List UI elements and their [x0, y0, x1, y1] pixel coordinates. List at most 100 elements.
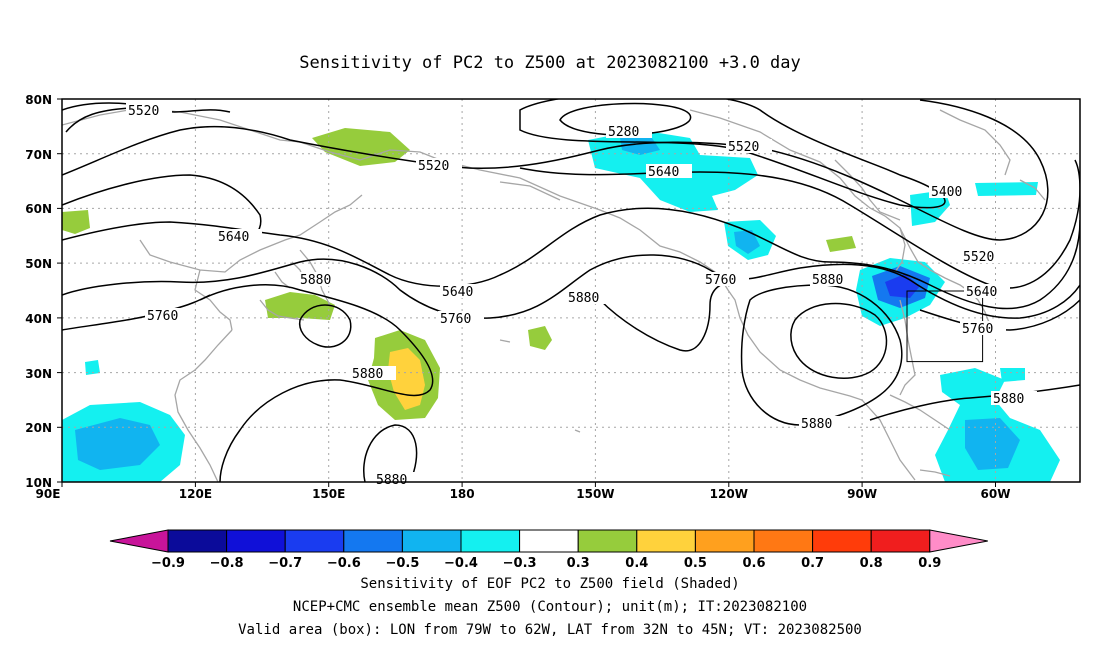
colorbar-swatch	[753, 529, 814, 553]
colorbar-label: −0.4	[444, 556, 478, 571]
contour-label: 5760	[147, 309, 178, 324]
contour-label: 5520	[728, 140, 759, 155]
contour-label: 5640	[648, 165, 679, 180]
lon-label: 90W	[847, 487, 877, 501]
colorbar-label: 0.4	[625, 556, 648, 571]
colorbar-label: 0.8	[860, 556, 883, 571]
lat-label: 10N	[25, 476, 52, 490]
map-grid	[62, 99, 1080, 482]
colorbar-label: 0.9	[918, 556, 941, 571]
lon-label: 60W	[981, 487, 1011, 501]
lat-label: 30N	[25, 367, 52, 381]
footer-line-1: Sensitivity of EOF PC2 to Z500 field (Sh…	[360, 576, 739, 592]
colorbar: −0.9 −0.8 −0.7 −0.6 −0.5 −0.4 −0.3 0.3 0.4 0.5 0.6…	[109, 529, 988, 571]
lon-label: 120W	[710, 487, 748, 501]
colorbar-label: −0.8	[210, 556, 244, 571]
contour-5880-loop	[298, 304, 352, 348]
contour-label: 5520	[963, 250, 994, 265]
colorbar-label: 0.5	[684, 556, 707, 571]
colorbar-swatch	[694, 529, 755, 553]
shade-neg-gulf-alaska-core	[620, 135, 660, 155]
colorbar-label: 0.7	[801, 556, 824, 571]
colorbar-label: 0.3	[567, 556, 590, 571]
lat-labels: 80N 70N 60N 50N 40N 30N 20N 10N	[25, 93, 52, 490]
coastlines	[62, 107, 1046, 482]
contour-label: 5760	[440, 312, 471, 327]
contour-label: 5880	[568, 291, 599, 306]
contour-label: 5640	[442, 285, 473, 300]
contour-label: 5880	[993, 392, 1024, 407]
sensitivity-shading	[62, 128, 1060, 482]
shade-neg-small	[85, 360, 100, 375]
shade-neg-atlantic-north	[975, 182, 1038, 196]
colorbar-label: 0.6	[742, 556, 765, 571]
shade-neg-atlantic-small	[1000, 368, 1025, 382]
colorbar-swatch	[343, 529, 403, 553]
contour-label: 5520	[418, 159, 449, 174]
colorbar-swatch	[636, 529, 696, 553]
colorbar-label: −0.5	[385, 556, 419, 571]
colorbar-high-triangle	[929, 529, 988, 553]
colorbar-swatch	[401, 529, 462, 553]
colorbar-label: −0.7	[268, 556, 302, 571]
contour-label: 5880	[376, 473, 407, 488]
contour-5520-arc	[65, 107, 131, 133]
shade-pos-japan	[265, 292, 335, 320]
colorbar-swatch	[812, 529, 872, 553]
lon-labels: 90E 120E 150E 180 150W 120W 90W 60W	[36, 487, 1011, 501]
contour-5880-pacific	[199, 284, 434, 482]
shade-pos-siberia	[62, 210, 90, 234]
lon-label: 120E	[179, 487, 212, 501]
contour-label: 5880	[812, 273, 843, 288]
contour-label: 5880	[352, 367, 383, 382]
lon-label: 150W	[576, 487, 614, 501]
shade-pos-central-pacific-core	[388, 348, 425, 410]
contour-label: 5280	[608, 125, 639, 140]
contour-label: 5400	[931, 185, 962, 200]
colorbar-swatch	[519, 529, 579, 553]
contour-5880-south	[363, 424, 418, 482]
lat-label: 60N	[25, 202, 52, 216]
contour-label: 5520	[128, 104, 159, 119]
colorbar-swatch	[870, 529, 931, 553]
footer-line-3: Valid area (box): LON from 79W to 62W, L…	[238, 622, 862, 638]
lon-label: 180	[450, 487, 475, 501]
contour-5760-atlantic	[919, 299, 1080, 331]
lat-label: 50N	[25, 257, 52, 271]
contour-label: 5760	[705, 273, 736, 288]
contour-5760-main	[62, 254, 1080, 319]
contour-labels: 5520 5520 5280 5520 5640 5400 5640 5880 …	[126, 103, 1037, 488]
footer: Sensitivity of EOF PC2 to Z500 field (Sh…	[238, 576, 862, 638]
colorbar-swatch	[460, 529, 521, 553]
contour-label: 5880	[801, 417, 832, 432]
lat-label: 20N	[25, 421, 52, 435]
colorbar-label: −0.6	[327, 556, 361, 571]
lat-label: 70N	[25, 148, 52, 162]
contour-5520-main	[62, 99, 1049, 241]
contour-5880-us-inner	[790, 302, 888, 379]
map-ticks	[57, 98, 996, 487]
contour-5880-atlantic	[869, 384, 1080, 421]
map-border	[61, 98, 1081, 483]
contour-5400	[519, 99, 946, 209]
colorbar-swatch	[284, 529, 345, 553]
contour-label: 5640	[966, 285, 997, 300]
colorbar-swatch	[577, 529, 638, 553]
shade-neg-pac-nw-core	[734, 230, 760, 254]
shade-neg-atlantic-south-core	[965, 418, 1020, 470]
shade-pos-canada	[826, 236, 856, 252]
colorbar-label: −0.9	[151, 556, 185, 571]
shade-pos-east-pacific	[528, 326, 552, 350]
colorbar-swatch	[167, 529, 228, 553]
colorbar-label: −0.3	[503, 556, 537, 571]
contour-5280	[559, 102, 691, 136]
footer-line-2: NCEP+CMC ensemble mean Z500 (Contour); u…	[293, 599, 807, 615]
shade-neg-west-pacific-core	[75, 418, 160, 470]
colorbar-low-triangle	[109, 529, 169, 553]
lat-label: 40N	[25, 312, 52, 326]
lon-label: 90E	[36, 487, 61, 501]
lat-label: 80N	[25, 93, 52, 107]
contour-label: 5760	[962, 322, 993, 337]
contour-label: 5880	[300, 273, 331, 288]
